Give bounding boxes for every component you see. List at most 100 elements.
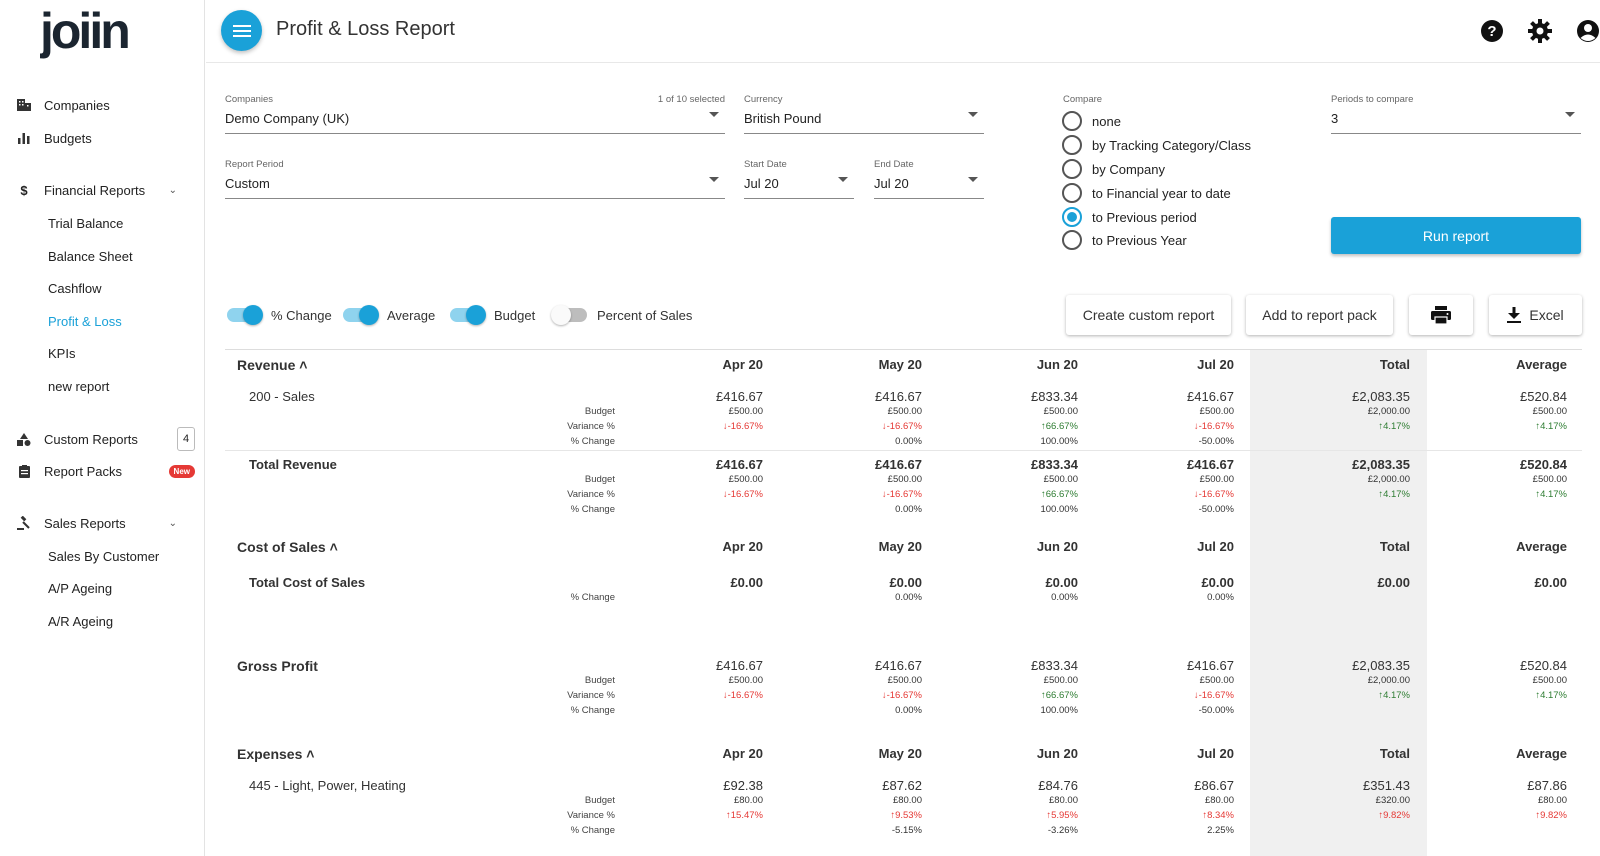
account-icon[interactable] bbox=[1576, 19, 1600, 43]
column-header: Jul 20 bbox=[1197, 357, 1234, 372]
column-header: Total bbox=[1379, 539, 1410, 554]
sidebar-item-custom-reports[interactable]: Custom Reports 4 bbox=[0, 427, 205, 451]
variance-value: ↑66.67% bbox=[1041, 421, 1078, 432]
sidebar-sub-kpis[interactable]: KPIs bbox=[48, 345, 76, 361]
help-icon[interactable]: ? bbox=[1480, 19, 1504, 43]
variance-value: ↓-16.67% bbox=[881, 690, 922, 701]
budget-value: £500.00 bbox=[1199, 406, 1234, 417]
sidebar-sub-ar-ageing[interactable]: A/R Ageing bbox=[48, 613, 114, 629]
cell-value: £2,083.35 bbox=[1352, 658, 1410, 673]
gear-icon[interactable] bbox=[1528, 19, 1552, 43]
sidebar-item-budgets[interactable]: Budgets bbox=[0, 126, 205, 150]
compare-option-none[interactable]: none bbox=[1062, 111, 1121, 131]
compare-option-previous-year[interactable]: to Previous Year bbox=[1062, 230, 1187, 250]
budget-value: £500.00 bbox=[1043, 406, 1078, 417]
column-header: Average bbox=[1516, 746, 1567, 761]
sidebar-item-sales-reports[interactable]: Sales Reports ⌄ bbox=[0, 511, 205, 535]
budget-label: Budget bbox=[584, 795, 615, 806]
compare-option-label: to Previous Year bbox=[1092, 232, 1187, 248]
building-icon bbox=[16, 97, 32, 113]
budget-value: £500.00 bbox=[887, 406, 922, 417]
variance-value: ↑5.95% bbox=[1046, 810, 1078, 821]
run-report-button[interactable]: Run report bbox=[1331, 217, 1581, 254]
budget-value: £500.00 bbox=[887, 675, 922, 686]
change-label: % Change bbox=[570, 825, 615, 836]
sidebar-item-report-packs[interactable]: Report Packs New bbox=[0, 459, 205, 483]
cell-value: £84.76 bbox=[1038, 778, 1078, 793]
currency-select[interactable]: Currency British Pound bbox=[744, 94, 984, 134]
sidebar-item-label: Budgets bbox=[44, 130, 92, 146]
start-date-select[interactable]: Start Date Jul 20 bbox=[744, 159, 854, 199]
sidebar-sub-balance-sheet[interactable]: Balance Sheet bbox=[48, 248, 133, 264]
budget-value: £2,000.00 bbox=[1367, 474, 1410, 485]
sidebar-sub-trial-balance[interactable]: Trial Balance bbox=[48, 215, 124, 231]
toggle-average[interactable]: Average bbox=[343, 305, 435, 325]
toggle-label: Budget bbox=[494, 307, 536, 323]
variance-value: ↓-16.67% bbox=[722, 489, 763, 500]
budget-value: £80.00 bbox=[1048, 795, 1078, 806]
sidebar-item-financial-reports[interactable]: $ Financial Reports ⌄ bbox=[0, 178, 205, 202]
sidebar-item-companies[interactable]: Companies bbox=[0, 93, 205, 117]
cell-value: £2,083.35 bbox=[1352, 457, 1410, 472]
cell-value: £520.84 bbox=[1520, 389, 1567, 404]
column-header: May 20 bbox=[878, 357, 922, 372]
toggle-percent-of-sales[interactable]: Percent of Sales bbox=[551, 305, 693, 325]
sidebar-sub-ap-ageing[interactable]: A/P Ageing bbox=[48, 580, 113, 596]
sidebar-item-label: Companies bbox=[44, 97, 110, 113]
sidebar-sub-profit-loss[interactable]: Profit & Loss bbox=[48, 313, 122, 329]
report-period-label: Report Period bbox=[225, 159, 284, 170]
column-header: Total bbox=[1379, 746, 1410, 761]
sidebar-sub-cashflow[interactable]: Cashflow bbox=[48, 280, 102, 296]
cell-value: £0.00 bbox=[730, 575, 763, 590]
column-header: Average bbox=[1516, 539, 1567, 554]
download-icon bbox=[1507, 307, 1522, 323]
row-label: Total Cost of Sales bbox=[249, 575, 366, 590]
cell-value: £833.34 bbox=[1031, 389, 1078, 404]
end-date-select[interactable]: End Date Jul 20 bbox=[874, 159, 984, 199]
column-header: Apr 20 bbox=[722, 746, 763, 761]
row-divider bbox=[225, 450, 1582, 451]
toggle-percent-change[interactable]: % Change bbox=[227, 305, 332, 325]
cell-value: £0.00 bbox=[1377, 575, 1410, 590]
periods-to-compare-select[interactable]: Periods to compare 3 bbox=[1331, 94, 1581, 134]
menu-button[interactable] bbox=[221, 10, 262, 51]
variance-value: ↑4.17% bbox=[1535, 489, 1567, 500]
change-value: -50.00% bbox=[1198, 705, 1234, 716]
start-date-value: Jul 20 bbox=[744, 176, 779, 191]
variance-value: ↓-16.67% bbox=[1193, 489, 1234, 500]
column-header: Jul 20 bbox=[1197, 539, 1234, 554]
compare-option-company[interactable]: by Company bbox=[1062, 159, 1165, 179]
variance-label: Variance % bbox=[567, 489, 615, 500]
compare-label: Compare bbox=[1063, 94, 1103, 105]
compare-option-label: to Previous period bbox=[1092, 209, 1197, 225]
companies-select[interactable]: Companies 1 of 10 selected Demo Company … bbox=[225, 94, 725, 134]
joiin-logo[interactable]: joiin bbox=[40, 8, 160, 60]
column-header: Apr 20 bbox=[722, 357, 763, 372]
change-value: -3.26% bbox=[1047, 825, 1078, 836]
print-button[interactable] bbox=[1409, 295, 1473, 335]
compare-option-label: by Tracking Category/Class bbox=[1092, 137, 1251, 153]
sidebar-sub-sales-by-customer[interactable]: Sales By Customer bbox=[48, 548, 160, 564]
sidebar-sub-new-report[interactable]: new report bbox=[48, 378, 110, 394]
row-label: Total Revenue bbox=[249, 457, 337, 472]
caret-down-icon bbox=[968, 112, 978, 117]
switch-off bbox=[551, 305, 587, 325]
cell-value: £416.67 bbox=[875, 658, 922, 673]
compare-option-tracking[interactable]: by Tracking Category/Class bbox=[1062, 135, 1251, 155]
sidebar: joiin Companies Budgets $ Financial Repo… bbox=[0, 0, 205, 856]
top-header: Profit & Loss Report ? bbox=[206, 0, 1600, 63]
caret-down-icon bbox=[968, 177, 978, 182]
create-custom-report-button[interactable]: Create custom report bbox=[1066, 295, 1231, 335]
toggle-label: Percent of Sales bbox=[597, 307, 693, 323]
compare-option-financial-ytd[interactable]: to Financial year to date bbox=[1062, 183, 1231, 203]
toggle-budget[interactable]: Budget bbox=[450, 305, 535, 325]
cell-value: £92.38 bbox=[723, 778, 763, 793]
compare-option-previous-period[interactable]: to Previous period bbox=[1062, 207, 1197, 227]
compare-option-label: by Company bbox=[1092, 161, 1165, 177]
report-period-select[interactable]: Report Period Custom bbox=[225, 159, 725, 199]
budget-value: £500.00 bbox=[1532, 474, 1567, 485]
bar-chart-icon bbox=[16, 130, 32, 146]
add-to-report-pack-button[interactable]: Add to report pack bbox=[1246, 295, 1393, 335]
sidebar-item-label: Custom Reports bbox=[44, 431, 138, 447]
excel-export-button[interactable]: Excel bbox=[1489, 295, 1582, 335]
